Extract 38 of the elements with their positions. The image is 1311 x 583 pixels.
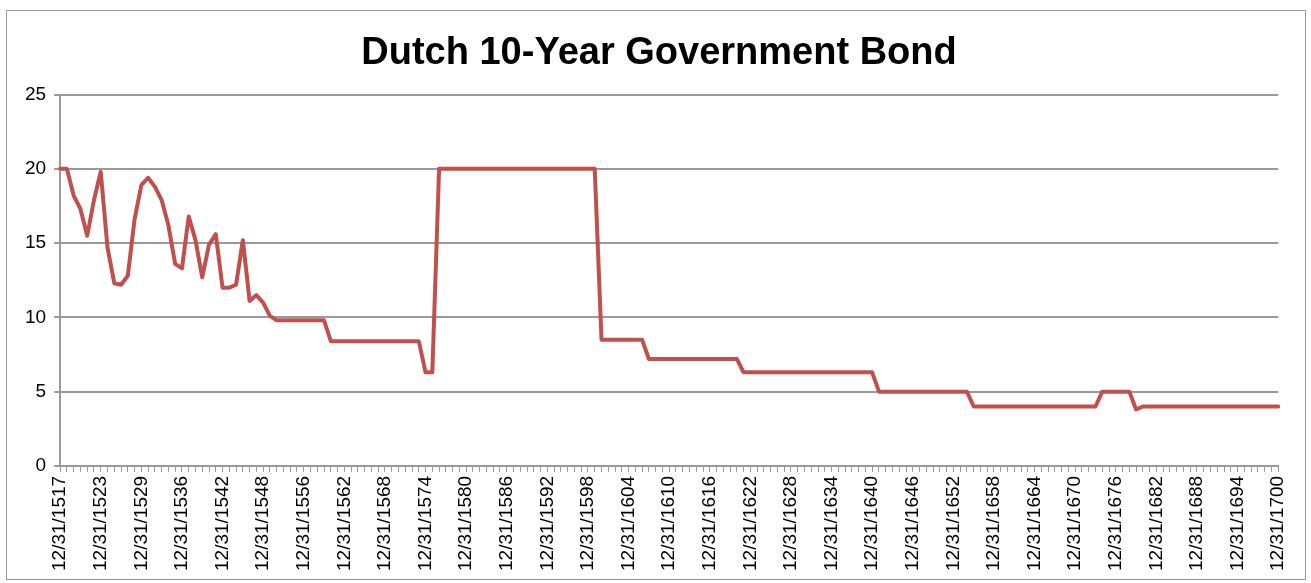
y-tick-label: 20: [24, 157, 47, 179]
x-tick-label: 12/31/1574: [413, 475, 435, 571]
x-tick-label: 12/31/1592: [535, 475, 557, 571]
x-tick-label: 12/31/1676: [1104, 475, 1126, 571]
x-tick-label: 12/31/1622: [738, 475, 760, 571]
x-tick-label: 12/31/1517: [48, 475, 70, 571]
x-tick-label: 12/31/1682: [1144, 475, 1166, 571]
x-tick-label: 12/31/1634: [819, 475, 841, 571]
x-tick-label: 12/31/1640: [860, 475, 882, 571]
x-tick-label: 12/31/1610: [657, 475, 679, 571]
x-tick-label: 12/31/1580: [454, 475, 476, 571]
x-tick-label: 12/31/1562: [332, 475, 354, 571]
x-tick-label: 12/31/1688: [1185, 475, 1207, 571]
x-tick-label: 12/31/1536: [170, 475, 192, 571]
x-tick-label: 12/31/1604: [616, 475, 638, 571]
x-tick-label: 12/31/1670: [1063, 475, 1085, 571]
x-tick-label: 12/31/1598: [576, 475, 598, 571]
x-tick-label: 12/31/1529: [129, 475, 151, 571]
y-tick-label: 10: [24, 305, 47, 327]
y-tick-label: 0: [35, 454, 47, 476]
x-tick-label: 12/31/1646: [901, 475, 923, 571]
x-tick-label: 12/31/1556: [291, 475, 313, 571]
y-tick-label: 5: [35, 379, 47, 401]
y-tick-label: 15: [24, 231, 47, 253]
x-tick-label: 12/31/1523: [88, 475, 110, 571]
x-tick-label: 12/31/1628: [779, 475, 801, 571]
x-tick-label: 12/31/1586: [494, 475, 516, 571]
x-tick-label: 12/31/1542: [210, 475, 232, 571]
x-tick-label: 12/31/1568: [373, 475, 395, 571]
x-tick-label: 12/31/1700: [1266, 475, 1288, 571]
y-tick-label: 25: [24, 82, 47, 104]
x-tick-label: 12/31/1616: [698, 475, 719, 571]
x-tick-label: 12/31/1658: [982, 475, 1004, 571]
x-tick-label: 12/31/1694: [1225, 475, 1247, 571]
x-tick-label: 12/31/1652: [941, 475, 963, 571]
x-tick-label: 12/31/1664: [1022, 475, 1044, 571]
chart-title: Dutch 10-Year Government Bond: [361, 30, 957, 73]
x-tick-label: 12/31/1548: [251, 475, 273, 571]
